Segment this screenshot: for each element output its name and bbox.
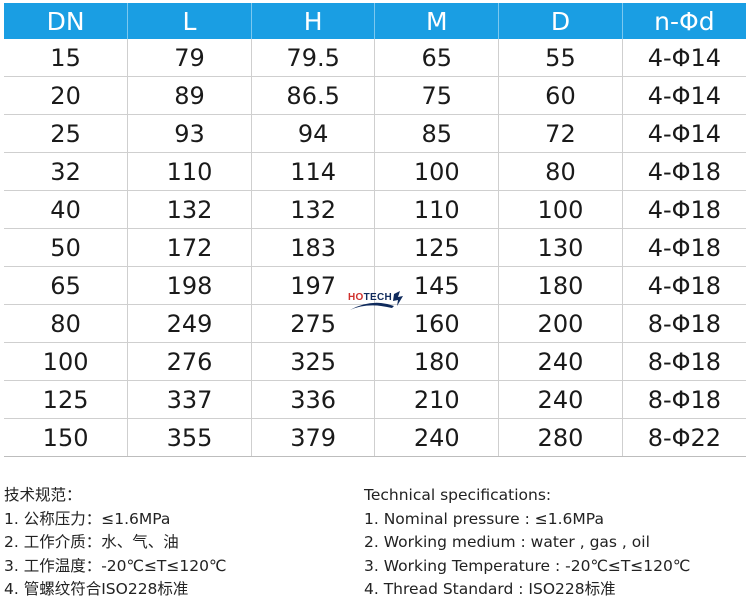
table-cell: 183 (251, 228, 376, 267)
specs-chinese: 技术规范： 1. 公称压力：≤1.6MPa 2. 工作介质：水、气、油 3. 工… (4, 484, 226, 602)
table-cell: 8-Φ18 (622, 380, 746, 419)
table-row: 15 79 79.5 65 55 4-Φ14 (4, 39, 746, 77)
table-row: 40 132 132 110 100 4-Φ18 (4, 190, 746, 229)
table-cell: 8-Φ22 (622, 418, 746, 457)
table-cell: 379 (251, 418, 376, 457)
specs-chinese-item: 1. 公称压力：≤1.6MPa (4, 509, 171, 528)
specs-chinese-title: 技术规范： (4, 486, 82, 504)
table-cell: 132 (127, 190, 252, 229)
table-cell: 240 (498, 342, 623, 381)
table-cell: 79 (127, 39, 252, 77)
table-row: 65 198 197 145 180 4-Φ18 (4, 266, 746, 305)
table-cell: 110 (127, 152, 252, 191)
table-cell: 32 (4, 152, 129, 191)
table-cell: 40 (4, 190, 129, 229)
table-cell: 50 (4, 228, 129, 267)
table-cell: 125 (374, 228, 500, 267)
specs-english-item: 2. Working medium : water , gas , oil (364, 533, 650, 551)
table-cell: 4-Φ14 (622, 39, 746, 77)
table-cell: 337 (127, 380, 252, 419)
table-cell: 280 (498, 418, 623, 457)
table-cell: 160 (374, 304, 500, 343)
table-row: 150 355 379 240 280 8-Φ22 (4, 418, 746, 457)
specs-english-item: 3. Working Temperature : -20℃≤T≤120℃ (364, 556, 691, 575)
specs-english: Technical specifications: 1. Nominal pre… (364, 484, 690, 602)
table-row: 100 276 325 180 240 8-Φ18 (4, 342, 746, 381)
table-cell: 93 (127, 114, 252, 153)
table-cell: 65 (4, 266, 129, 305)
table-row: 20 89 86.5 75 60 4-Φ14 (4, 76, 746, 115)
table-cell: 80 (498, 152, 623, 191)
table-cell: 355 (127, 418, 252, 457)
table-cell: 55 (498, 39, 623, 77)
specs-english-item: 4. Thread Standard : ISO228标准 (364, 580, 616, 598)
table-cell: 132 (251, 190, 376, 229)
column-header-dn: DN (4, 3, 129, 39)
table-cell: 200 (498, 304, 623, 343)
table-cell: 4-Φ18 (622, 228, 746, 267)
table-row: 125 337 336 210 240 8-Φ18 (4, 380, 746, 419)
spec-table: DN L H M D n-Φd 15 79 79.5 65 55 4-Φ14 20 89 86.… (4, 3, 746, 457)
specs-english-title: Technical specifications: (364, 486, 552, 504)
table-row: 32 110 114 100 80 4-Φ18 (4, 152, 746, 191)
specs-chinese-item: 2. 工作介质：水、气、油 (4, 533, 179, 551)
table-cell: 197 (251, 266, 376, 305)
specs-chinese-item: 3. 工作温度：-20℃≤T≤120℃ (4, 556, 227, 575)
table-cell: 145 (374, 266, 500, 305)
specs-english-item: 1. Nominal pressure : ≤1.6MPa (364, 509, 604, 528)
table-cell: 210 (374, 380, 500, 419)
table-cell: 100 (4, 342, 129, 381)
table-cell: 4-Φ14 (622, 76, 746, 115)
specs-chinese-item: 4. 管螺纹符合ISO228标准 (4, 580, 189, 598)
table-cell: 79.5 (251, 39, 376, 77)
column-header-n-phi-d: n-Φd (622, 3, 746, 39)
table-cell: 249 (127, 304, 252, 343)
table-cell: 8-Φ18 (622, 304, 746, 343)
table-cell: 325 (251, 342, 376, 381)
table-cell: 4-Φ14 (622, 114, 746, 153)
table-cell: 8-Φ18 (622, 342, 746, 381)
table-cell: 4-Φ18 (622, 266, 746, 305)
table-cell: 172 (127, 228, 252, 267)
table-cell: 130 (498, 228, 623, 267)
table-cell: 72 (498, 114, 623, 153)
table-cell: 240 (374, 418, 500, 457)
table-cell: 336 (251, 380, 376, 419)
table-body: 15 79 79.5 65 55 4-Φ14 20 89 86.5 75 60 4-Φ14 25 93 94… (4, 39, 746, 457)
table-cell: 114 (251, 152, 376, 191)
table-cell: 275 (251, 304, 376, 343)
table-cell: 180 (498, 266, 623, 305)
table-cell: 20 (4, 76, 129, 115)
column-header-m: M (374, 3, 500, 39)
table-cell: 198 (127, 266, 252, 305)
column-header-l: L (127, 3, 252, 39)
table-cell: 100 (374, 152, 500, 191)
table-cell: 15 (4, 39, 129, 77)
table-cell: 60 (498, 76, 623, 115)
table-cell: 86.5 (251, 76, 376, 115)
table-row: 25 93 94 85 72 4-Φ14 (4, 114, 746, 153)
table-row: 80 249 275 160 200 8-Φ18 (4, 304, 746, 343)
table-cell: 94 (251, 114, 376, 153)
table-cell: 110 (374, 190, 500, 229)
table-cell: 80 (4, 304, 129, 343)
table-cell: 89 (127, 76, 252, 115)
table-cell: 75 (374, 76, 500, 115)
table-row: 50 172 183 125 130 4-Φ18 (4, 228, 746, 267)
table-cell: 150 (4, 418, 129, 457)
column-header-d: D (498, 3, 623, 39)
table-cell: 4-Φ18 (622, 152, 746, 191)
table-cell: 4-Φ18 (622, 190, 746, 229)
table-cell: 85 (374, 114, 500, 153)
column-header-h: H (251, 3, 376, 39)
table-cell: 100 (498, 190, 623, 229)
table-cell: 125 (4, 380, 129, 419)
table-cell: 25 (4, 114, 129, 153)
table-cell: 180 (374, 342, 500, 381)
table-cell: 276 (127, 342, 252, 381)
table-header-row: DN L H M D n-Φd (4, 3, 746, 39)
table-cell: 240 (498, 380, 623, 419)
table-cell: 65 (374, 39, 500, 77)
